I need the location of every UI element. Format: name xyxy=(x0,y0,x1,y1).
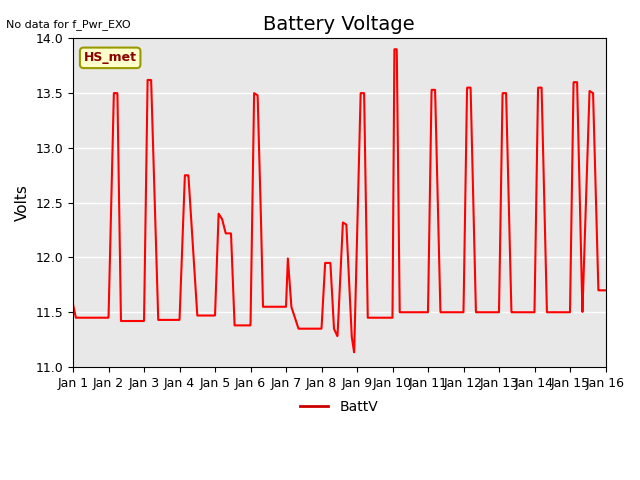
Text: HS_met: HS_met xyxy=(84,51,137,64)
Legend: BattV: BattV xyxy=(295,394,383,419)
Title: Battery Voltage: Battery Voltage xyxy=(264,15,415,34)
Text: No data for f_Pwr_EXO: No data for f_Pwr_EXO xyxy=(6,19,131,30)
Y-axis label: Volts: Volts xyxy=(15,184,30,221)
